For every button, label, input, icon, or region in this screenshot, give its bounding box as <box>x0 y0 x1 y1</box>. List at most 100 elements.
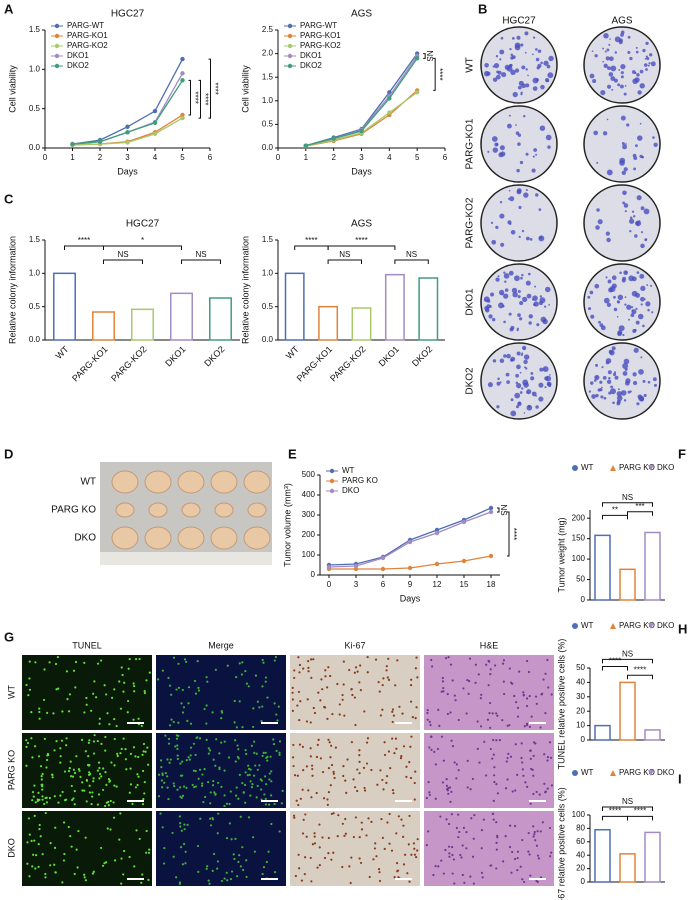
cell <box>179 795 182 798</box>
cell <box>214 764 217 767</box>
colony <box>637 90 642 95</box>
significance: **** <box>634 806 646 815</box>
cell <box>247 764 250 767</box>
cell <box>44 876 47 879</box>
point <box>461 519 467 525</box>
cell <box>45 801 49 804</box>
cell <box>195 736 198 740</box>
cell <box>141 803 145 806</box>
cell <box>68 693 72 696</box>
cell <box>410 678 413 681</box>
cell <box>522 691 525 694</box>
cell <box>273 659 276 662</box>
cell <box>247 816 251 819</box>
cell <box>38 823 41 827</box>
cell <box>445 778 448 781</box>
colony <box>520 43 524 47</box>
bracket <box>627 674 653 680</box>
cell <box>128 855 131 859</box>
cell <box>106 712 109 715</box>
cell <box>121 673 124 677</box>
cell <box>84 836 87 839</box>
cell <box>179 846 183 849</box>
cell <box>172 720 175 724</box>
cell <box>251 836 255 839</box>
cell <box>487 659 490 662</box>
cell <box>374 658 378 661</box>
legend-label: WT <box>581 463 594 472</box>
cell <box>266 759 269 762</box>
cell <box>96 739 99 743</box>
cell <box>167 676 170 680</box>
cell <box>321 688 324 691</box>
colony <box>632 78 639 85</box>
y-tick-label: 300 <box>302 510 316 519</box>
bracket <box>423 53 426 59</box>
significance: NS <box>406 250 417 259</box>
point <box>407 539 413 545</box>
cell <box>194 753 197 757</box>
micrograph <box>290 733 420 808</box>
cell <box>429 723 432 727</box>
colony <box>509 196 515 202</box>
y-tick-label: 80 <box>576 824 585 833</box>
colony <box>518 80 524 86</box>
cell <box>120 857 123 860</box>
cell <box>381 708 384 711</box>
colony <box>535 193 539 197</box>
cell <box>270 794 273 797</box>
x-tick-label: 6 <box>381 580 386 589</box>
cell <box>202 800 205 804</box>
cell <box>83 876 86 879</box>
bracket <box>327 259 362 264</box>
cell <box>173 785 176 788</box>
cell <box>317 691 320 694</box>
cell <box>171 831 174 835</box>
cell <box>337 814 340 817</box>
legend-marker <box>572 623 578 629</box>
cell <box>41 798 44 801</box>
colony <box>508 114 511 117</box>
cell <box>204 795 207 799</box>
cell <box>363 710 366 713</box>
cell <box>129 783 133 786</box>
cell <box>235 786 238 789</box>
cell <box>506 724 509 727</box>
cell <box>516 850 519 853</box>
cell <box>495 783 498 786</box>
cell <box>297 690 301 694</box>
cell <box>108 780 111 783</box>
cell <box>509 755 513 758</box>
bracket <box>602 514 628 520</box>
cell <box>365 834 368 837</box>
cell <box>262 661 265 664</box>
colony <box>542 366 549 373</box>
cell <box>292 814 296 817</box>
cell <box>383 753 387 757</box>
cell <box>359 861 363 865</box>
cell <box>268 778 271 781</box>
cell <box>436 747 440 751</box>
cell <box>311 843 315 846</box>
colony <box>487 382 493 388</box>
cell <box>252 707 255 710</box>
cell <box>297 853 300 856</box>
cell <box>310 880 313 883</box>
legend-marker <box>648 623 654 629</box>
cell <box>201 784 204 787</box>
cell <box>69 760 72 763</box>
cell <box>476 720 479 723</box>
cell <box>493 766 496 769</box>
colony <box>537 63 542 68</box>
cell <box>185 786 188 789</box>
cell <box>480 693 483 696</box>
cell <box>141 769 145 773</box>
cell <box>446 789 449 792</box>
cell <box>251 725 255 729</box>
cell <box>45 766 48 769</box>
colony <box>629 56 633 61</box>
cell <box>461 844 464 847</box>
colony <box>509 47 512 51</box>
colony <box>517 295 521 299</box>
cell <box>143 689 146 693</box>
